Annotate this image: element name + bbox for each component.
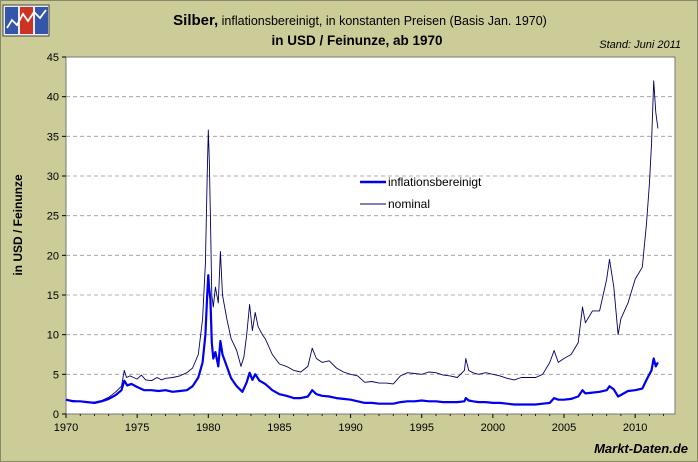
y-tick-label-35: 35 bbox=[47, 131, 59, 143]
logo-block-right bbox=[35, 7, 48, 34]
x-tick-label-1970: 1970 bbox=[54, 422, 78, 434]
x-tick-label-1975: 1975 bbox=[125, 422, 149, 434]
legend: inflationsbereinigt nominal bbox=[360, 175, 482, 211]
chart-title-rest: inflationsbereinigt, in konstanten Preis… bbox=[218, 14, 547, 28]
axis-ticks: 0 5 10 15 20 25 30 35 40 45 1970 1975 1980 1985 1990 19… bbox=[47, 52, 665, 434]
stand-date: Stand: Juni 2011 bbox=[599, 39, 681, 51]
grid-lines bbox=[66, 96, 675, 375]
chart-title: Silber, inflationsbereinigt, in konstant… bbox=[173, 12, 547, 29]
x-tick-label-2005: 2005 bbox=[552, 422, 576, 434]
chart-title-bold: Silber, bbox=[173, 12, 218, 29]
logo-block-middle bbox=[20, 7, 33, 34]
series-line-inflationsbereinigt bbox=[65, 274, 659, 406]
y-tick-label-10: 10 bbox=[47, 330, 59, 342]
legend-label-nominal: nominal bbox=[388, 197, 430, 211]
x-tick-label-1995: 1995 bbox=[409, 422, 433, 434]
logo-chart-icon bbox=[6, 9, 47, 29]
y-tick-label-20: 20 bbox=[47, 250, 59, 262]
y-tick-label-5: 5 bbox=[53, 369, 59, 381]
y-tick-label-40: 40 bbox=[47, 92, 59, 104]
y-tick-label-25: 25 bbox=[47, 211, 59, 223]
x-tick-label-1980: 1980 bbox=[196, 422, 220, 434]
legend-label-inflationsbereinigt: inflationsbereinigt bbox=[388, 175, 482, 189]
y-tick-label-30: 30 bbox=[47, 171, 59, 183]
y-tick-label-15: 15 bbox=[47, 290, 59, 302]
y-tick-label-0: 0 bbox=[53, 409, 59, 421]
series-line-nominal bbox=[65, 80, 659, 403]
x-tick-label-2010: 2010 bbox=[623, 422, 647, 434]
series-lines bbox=[65, 80, 659, 406]
chart-subtitle: in USD / Feinunze, ab 1970 bbox=[271, 33, 442, 48]
x-tick-label-1985: 1985 bbox=[267, 422, 291, 434]
source-label: Markt-Daten.de bbox=[594, 441, 688, 456]
plot-area bbox=[65, 56, 676, 415]
y-tick-label-45: 45 bbox=[47, 52, 59, 64]
x-tick-label-2000: 2000 bbox=[481, 422, 505, 434]
y-axis-label: in USD / Feinunze bbox=[11, 174, 25, 276]
x-tick-label-1990: 1990 bbox=[338, 422, 362, 434]
logo bbox=[2, 4, 50, 37]
